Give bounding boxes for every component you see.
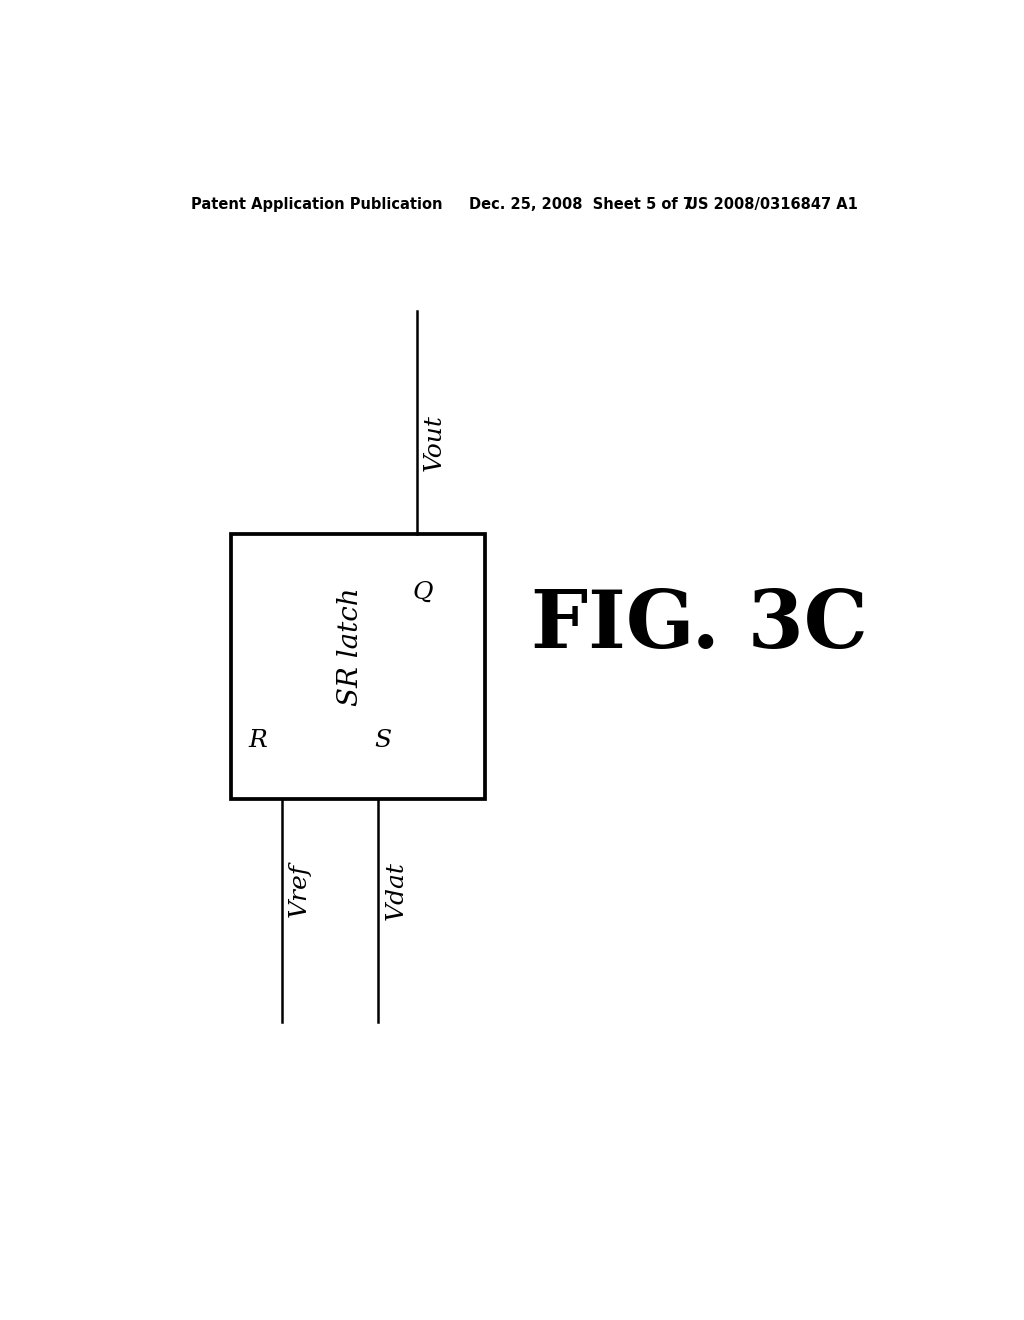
Text: S: S (375, 729, 391, 752)
Bar (231, 535, 485, 799)
Text: Dec. 25, 2008  Sheet 5 of 7: Dec. 25, 2008 Sheet 5 of 7 (469, 197, 693, 213)
Text: R: R (249, 729, 267, 752)
Text: Vout: Vout (423, 414, 445, 471)
Text: SR latch: SR latch (337, 587, 364, 706)
Text: Q: Q (413, 581, 433, 605)
Text: Vdat: Vdat (384, 861, 408, 920)
Text: Vref: Vref (288, 863, 311, 917)
Text: Patent Application Publication: Patent Application Publication (191, 197, 443, 213)
Text: FIG. 3C: FIG. 3C (531, 587, 867, 665)
Text: US 2008/0316847 A1: US 2008/0316847 A1 (686, 197, 858, 213)
